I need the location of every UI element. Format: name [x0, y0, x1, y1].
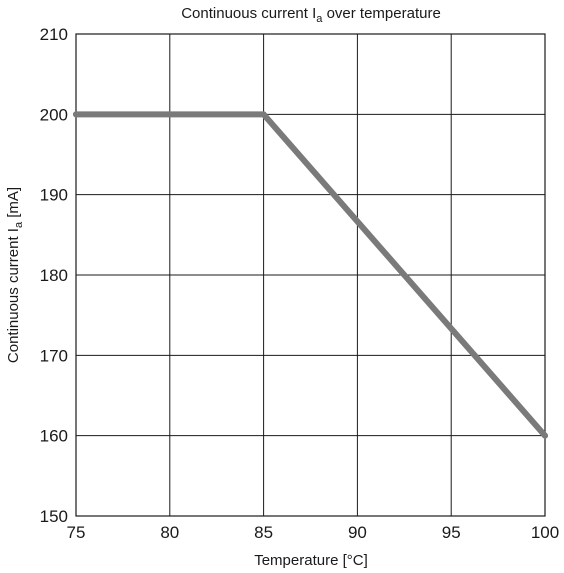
y-tick-label: 190 — [40, 186, 68, 205]
y-axis-label: Continuous current Ia [mA] — [5, 187, 25, 363]
data-point — [260, 111, 267, 118]
x-tick-label: 85 — [254, 523, 273, 542]
x-axis-label: Temperature [°C] — [254, 552, 368, 569]
y-tick-label: 170 — [40, 346, 68, 365]
y-tick-label: 200 — [40, 105, 68, 124]
data-point — [542, 432, 548, 439]
y-tick-label: 150 — [40, 507, 68, 526]
grid — [75, 33, 546, 517]
x-tick-label: 90 — [348, 523, 367, 542]
y-tick-label: 160 — [40, 427, 68, 446]
x-tick-label: 75 — [67, 523, 86, 542]
x-tick-label: 95 — [442, 523, 461, 542]
data-point — [73, 111, 79, 118]
series-layer — [73, 111, 548, 439]
y-tick-label: 180 — [40, 266, 68, 285]
x-tick-label: 80 — [160, 523, 179, 542]
y-tick-labels: 150 160 170 180 190 200 210 — [40, 25, 68, 526]
x-tick-labels: 75 80 85 90 95 100 — [67, 523, 560, 542]
y-tick-label: 210 — [40, 25, 68, 44]
plot-frame — [75, 33, 546, 517]
chart-title: Continuous current Ia over temperature — [181, 5, 441, 25]
x-tick-label: 100 — [531, 523, 559, 542]
